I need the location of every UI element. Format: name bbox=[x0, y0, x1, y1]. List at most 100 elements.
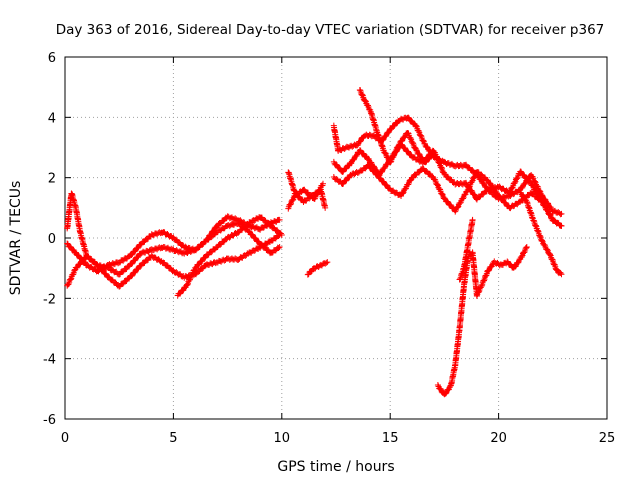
data-point bbox=[276, 216, 283, 223]
data-point bbox=[387, 159, 394, 166]
data-point bbox=[538, 198, 545, 205]
series-track-7 bbox=[304, 259, 331, 278]
data-point bbox=[84, 253, 91, 260]
data-point bbox=[319, 180, 326, 187]
x-tick-label: 0 bbox=[61, 431, 69, 446]
data-point bbox=[277, 230, 284, 237]
data-point bbox=[276, 244, 283, 251]
data-point bbox=[520, 193, 527, 200]
series-track-3 bbox=[64, 220, 283, 275]
data-point bbox=[323, 259, 330, 266]
data-point bbox=[499, 196, 506, 203]
data-point bbox=[237, 220, 244, 227]
data-point bbox=[322, 204, 329, 211]
data-point bbox=[134, 254, 141, 261]
data-point bbox=[408, 117, 415, 124]
data-point bbox=[362, 97, 369, 104]
data-point bbox=[192, 265, 199, 272]
data-point bbox=[112, 279, 119, 286]
data-point bbox=[134, 245, 141, 252]
data-point bbox=[357, 138, 364, 145]
series-track-11 bbox=[356, 86, 437, 166]
x-tick-label: 5 bbox=[169, 431, 177, 446]
data-point bbox=[558, 210, 565, 217]
y-axis-label: SDTVAR / TECUs bbox=[8, 181, 24, 296]
data-point bbox=[471, 174, 478, 181]
y-tick-label: -2 bbox=[43, 292, 56, 307]
data-point bbox=[382, 133, 389, 140]
data-point bbox=[558, 271, 565, 278]
data-point bbox=[447, 201, 454, 208]
data-point bbox=[364, 102, 371, 109]
data-point bbox=[544, 246, 551, 253]
data-point bbox=[287, 201, 294, 208]
data-point bbox=[469, 216, 476, 223]
y-tick-label: 6 bbox=[48, 51, 56, 66]
data-point bbox=[131, 269, 138, 276]
data-point bbox=[278, 231, 285, 238]
data-point bbox=[546, 211, 553, 218]
data-point bbox=[405, 181, 412, 188]
data-point bbox=[461, 192, 468, 199]
data-point bbox=[134, 266, 141, 273]
data-point bbox=[67, 276, 74, 283]
data-point bbox=[382, 149, 389, 156]
data-point bbox=[131, 248, 138, 255]
data-point bbox=[452, 208, 459, 215]
data-point bbox=[509, 184, 516, 191]
data-point bbox=[507, 261, 514, 268]
data-point bbox=[471, 191, 478, 198]
data-point bbox=[195, 261, 202, 268]
data-point bbox=[324, 259, 331, 266]
data-point bbox=[314, 191, 321, 198]
data-point bbox=[413, 122, 420, 129]
y-tick-label: 0 bbox=[48, 232, 56, 247]
x-tick-label: 10 bbox=[274, 431, 291, 446]
chart-title: Day 363 of 2016, Sidereal Day-to-day VTE… bbox=[56, 22, 605, 38]
data-point bbox=[523, 244, 530, 251]
data-point bbox=[518, 253, 525, 260]
data-point bbox=[547, 251, 554, 258]
data-point bbox=[415, 127, 422, 134]
data-point bbox=[429, 151, 436, 158]
data-point bbox=[502, 199, 509, 206]
data-point bbox=[184, 281, 191, 288]
series-track-2 bbox=[64, 231, 283, 290]
data-point bbox=[246, 228, 253, 235]
data-point bbox=[189, 271, 196, 278]
data-point bbox=[420, 137, 427, 144]
data-point bbox=[460, 195, 467, 202]
data-point bbox=[538, 237, 545, 244]
data-point bbox=[558, 222, 565, 229]
data-point bbox=[469, 178, 476, 185]
data-point bbox=[485, 267, 492, 274]
series-track-10 bbox=[330, 161, 565, 229]
data-point bbox=[522, 180, 529, 187]
data-point bbox=[413, 146, 420, 153]
data-point bbox=[407, 135, 414, 142]
y-tick-label: 2 bbox=[48, 172, 56, 187]
series-track-12 bbox=[434, 244, 530, 398]
x-tick-label: 25 bbox=[599, 431, 616, 446]
series-track-13 bbox=[456, 216, 476, 283]
data-point bbox=[532, 187, 539, 194]
data-point bbox=[478, 171, 485, 178]
x-tick-label: 20 bbox=[490, 431, 507, 446]
data-point bbox=[416, 169, 423, 176]
data-point bbox=[430, 150, 437, 157]
data-point bbox=[511, 179, 518, 186]
data-point bbox=[442, 390, 449, 397]
data-point bbox=[81, 258, 88, 265]
data-point bbox=[192, 247, 199, 254]
data-point bbox=[506, 189, 513, 196]
data-point bbox=[137, 241, 144, 248]
y-tick-label: 4 bbox=[48, 111, 56, 126]
series-track-6 bbox=[285, 180, 326, 212]
data-point bbox=[441, 195, 448, 202]
data-point bbox=[523, 244, 530, 251]
data-point bbox=[275, 245, 282, 252]
data-point bbox=[486, 180, 493, 187]
data-point bbox=[557, 270, 564, 277]
data-point bbox=[531, 178, 538, 185]
data-point bbox=[468, 187, 475, 194]
